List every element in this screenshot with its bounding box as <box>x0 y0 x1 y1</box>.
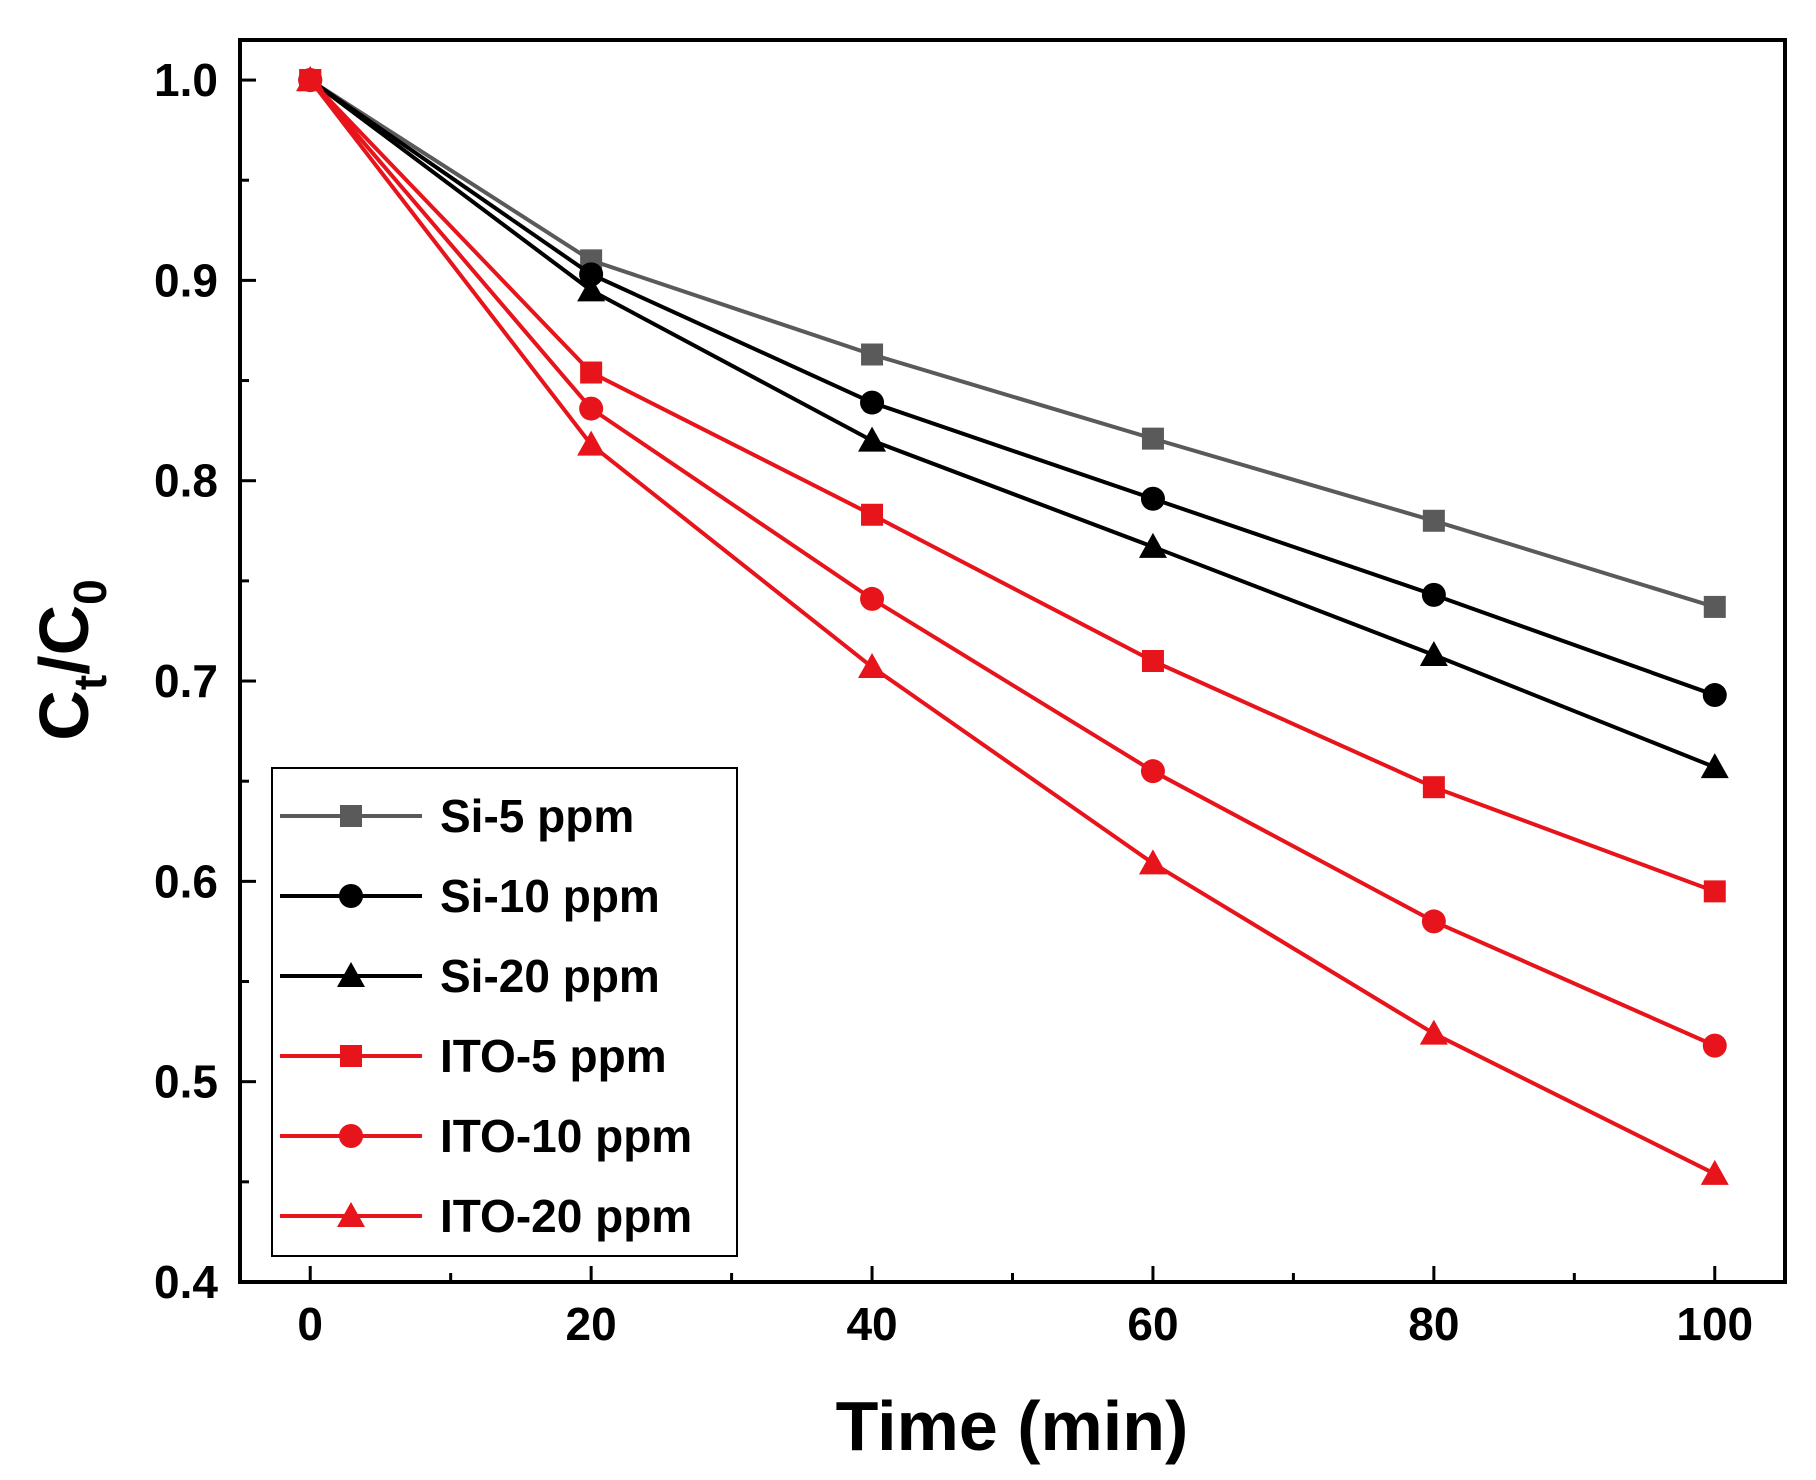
y-tick-label: 0.5 <box>154 1056 218 1108</box>
y-axis-title-sub2: 0 <box>64 579 116 605</box>
data-point <box>860 390 885 415</box>
data-point <box>1141 427 1164 450</box>
y-tick-label: 0.8 <box>154 455 218 507</box>
legend-label: Si-5 ppm <box>440 790 634 842</box>
data-point <box>1140 759 1165 784</box>
series-ito-10-ppm <box>298 68 1727 1058</box>
legend-entry: Si-20 ppm <box>280 950 660 1002</box>
legend-entry: ITO-20 ppm <box>280 1190 692 1242</box>
data-point <box>861 503 884 526</box>
x-tick-label: 20 <box>566 1298 617 1350</box>
data-point <box>858 653 887 679</box>
data-point <box>580 361 603 384</box>
series-line <box>309 78 1716 697</box>
data-point <box>1702 1033 1727 1058</box>
data-point <box>861 343 884 366</box>
data-point <box>858 426 887 452</box>
y-axis-title-sep: /C <box>25 605 103 675</box>
data-point <box>577 276 606 302</box>
series-line <box>308 78 1716 894</box>
series-line <box>308 78 1716 1048</box>
x-axis-title: Time (min) <box>836 1387 1189 1465</box>
legend-box <box>271 767 738 1257</box>
x-tick-label: 60 <box>1127 1298 1178 1350</box>
legend-label: ITO-5 ppm <box>440 1030 667 1082</box>
axis-ticks: 0 20 40 60 80 100 0.4 0.5 0.6 0.7 0.8 0.9 1.0 <box>154 54 1753 1350</box>
y-tick-label: 0.6 <box>154 855 218 907</box>
legend-label: ITO-20 ppm <box>440 1190 692 1242</box>
x-tick-label: 40 <box>846 1298 897 1350</box>
y-tick-label: 0.4 <box>154 1256 218 1308</box>
x-tick-label: 100 <box>1676 1298 1753 1350</box>
legend-marker <box>340 805 362 827</box>
y-axis-title: Ct/C0 <box>25 579 116 740</box>
legend-label: Si-10 ppm <box>440 870 660 922</box>
legend-entry: ITO-5 ppm <box>280 1030 667 1082</box>
legend-entry: Si-5 ppm <box>280 790 634 842</box>
series-si-10-ppm <box>298 68 1727 708</box>
legend-marker <box>337 962 365 987</box>
data-point <box>1702 683 1727 708</box>
series-line <box>308 78 1716 1176</box>
y-axis-title-main: C <box>25 690 103 741</box>
x-tick-label: 80 <box>1408 1298 1459 1350</box>
legend-marker <box>339 884 363 908</box>
data-point <box>1422 509 1445 532</box>
data-point <box>1419 640 1448 666</box>
data-point <box>1138 532 1167 558</box>
series-layer <box>296 66 1729 1185</box>
legend-marker <box>339 1124 363 1148</box>
legend-label: ITO-10 ppm <box>440 1110 692 1162</box>
data-point <box>579 396 604 421</box>
legend-entry: Si-10 ppm <box>280 870 660 922</box>
x-tick-label: 0 <box>297 1298 323 1350</box>
data-point <box>1421 909 1446 934</box>
legend-marker <box>340 1045 362 1067</box>
data-point <box>1421 582 1446 607</box>
series-line <box>309 78 1716 770</box>
y-tick-label: 0.7 <box>154 655 218 707</box>
data-point <box>1700 1159 1729 1185</box>
data-point <box>579 262 604 287</box>
legend-marker <box>337 1202 365 1227</box>
data-point <box>860 586 885 611</box>
y-tick-label: 0.9 <box>154 254 218 306</box>
data-point <box>577 430 606 456</box>
data-point <box>1422 776 1445 799</box>
data-point <box>1700 753 1729 779</box>
data-point <box>1703 880 1726 903</box>
series-ito-20-ppm <box>296 66 1729 1185</box>
data-point <box>1140 486 1165 511</box>
data-point <box>1141 650 1164 672</box>
y-axis-title-sub1: t <box>64 675 116 690</box>
data-point <box>1703 595 1726 618</box>
legend-entry: ITO-10 ppm <box>280 1110 692 1162</box>
legend: Si-5 ppm Si-10 ppm Si-20 ppm ITO-5 ppm ITO-1… <box>271 767 738 1257</box>
data-point <box>1419 1019 1448 1045</box>
data-point <box>296 66 325 92</box>
series-line <box>309 78 1716 609</box>
y-tick-label: 1.0 <box>154 54 218 106</box>
legend-label: Si-20 ppm <box>440 950 660 1002</box>
data-point <box>1138 849 1167 875</box>
series-si-20-ppm <box>296 66 1729 779</box>
